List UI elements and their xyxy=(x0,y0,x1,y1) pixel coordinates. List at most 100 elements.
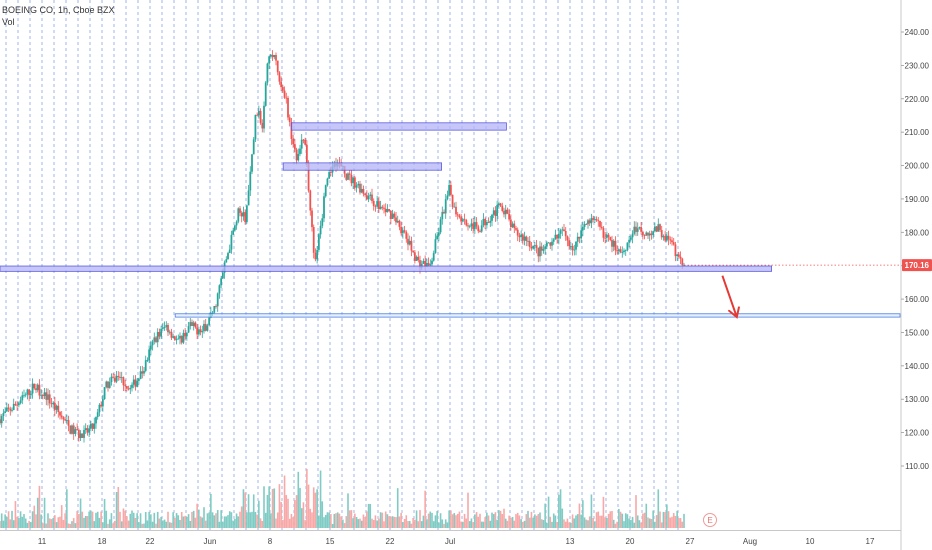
volume-bar xyxy=(578,503,581,528)
volume-bar xyxy=(155,523,157,528)
volume-bar xyxy=(60,505,63,528)
volume-bar xyxy=(592,517,594,528)
candle-body xyxy=(367,196,370,200)
volume-bar xyxy=(18,518,20,528)
candle-body xyxy=(302,139,305,141)
arrow-head-icon[interactable] xyxy=(728,306,740,319)
price-axis[interactable]: 110.00 120.00 130.00 140.00 150.00 160.00 170.… xyxy=(900,0,932,550)
volume-bar xyxy=(626,514,629,528)
zone-box[interactable] xyxy=(282,162,443,171)
zones[interactable] xyxy=(0,122,901,318)
candle-body xyxy=(144,360,147,371)
candle-body xyxy=(443,211,445,214)
candle-body xyxy=(631,233,634,238)
time-tick-label: Aug xyxy=(743,537,757,546)
candle-body xyxy=(453,206,456,208)
arrow-shaft[interactable] xyxy=(721,275,738,318)
candle-body xyxy=(218,285,221,294)
volume-bar xyxy=(237,516,240,528)
volume-bar xyxy=(21,516,24,528)
candle-body xyxy=(261,123,264,129)
volume-bar xyxy=(417,521,420,528)
candle-body xyxy=(511,223,514,228)
candle-body xyxy=(672,242,675,245)
candle-body xyxy=(297,153,300,161)
candle-body xyxy=(434,239,437,254)
candle-body xyxy=(177,338,180,340)
zone-line[interactable] xyxy=(174,313,901,318)
candle-body xyxy=(552,239,555,242)
candle-body xyxy=(328,172,331,179)
volume-bar xyxy=(587,520,589,528)
time-tick-label: 10 xyxy=(806,537,815,546)
volume-bar xyxy=(571,514,574,528)
forecast-arrow[interactable] xyxy=(721,275,740,319)
volume-bar xyxy=(354,513,356,528)
candle-body xyxy=(388,209,391,211)
candle-body xyxy=(669,239,672,241)
price-tick-label: 110.00 xyxy=(905,462,929,471)
volume-bar xyxy=(655,515,658,528)
earnings-marker[interactable]: E xyxy=(703,513,717,527)
volume-bar xyxy=(266,494,269,528)
candle-body xyxy=(196,327,199,335)
volume-bar xyxy=(650,519,653,528)
volume-bar xyxy=(316,489,318,528)
candle-body xyxy=(194,322,197,328)
candle-body xyxy=(480,225,483,232)
volume-title[interactable]: Vol xyxy=(2,17,15,27)
candle-body xyxy=(185,332,188,337)
candle-body xyxy=(458,215,461,218)
candle-body xyxy=(77,429,80,439)
time-axis[interactable]: 11 18 22 Jun 8 15 22 Jul 13 20 27 Aug 10 17 xyxy=(0,530,901,547)
volume-bar xyxy=(309,508,312,528)
volume-bar xyxy=(194,517,197,528)
volume-bar xyxy=(583,517,586,528)
candle-body xyxy=(47,394,49,400)
volume-bar xyxy=(88,511,90,528)
candle-body xyxy=(57,405,60,412)
volume-bar xyxy=(36,497,39,528)
volume-bar xyxy=(57,517,60,528)
price-tick-label: 240.00 xyxy=(905,28,930,37)
volume-bar xyxy=(462,521,464,528)
volume-bar xyxy=(192,510,195,528)
candle-body xyxy=(305,144,308,163)
candle-body xyxy=(583,224,586,227)
volume-bar xyxy=(182,516,185,528)
volume-bar xyxy=(503,508,505,528)
candle-body xyxy=(523,236,526,241)
candle-body xyxy=(96,412,99,418)
zone-box[interactable] xyxy=(0,265,772,272)
volume-bar xyxy=(23,514,25,528)
candle-body xyxy=(359,183,361,193)
candle-body xyxy=(103,387,106,400)
candle-body xyxy=(677,254,680,257)
candle-body xyxy=(304,139,307,145)
volume-bar xyxy=(220,510,222,528)
candle-body xyxy=(485,221,488,226)
candle-body xyxy=(244,212,247,223)
candle-body xyxy=(379,206,382,210)
symbol-title[interactable]: BOEING CO, 1h, Cboe BZX xyxy=(2,5,115,15)
earnings-circle-icon[interactable] xyxy=(703,513,717,527)
volume-bar xyxy=(258,500,260,528)
volume-bar xyxy=(359,518,361,528)
volume-bar xyxy=(564,521,567,528)
candle-body xyxy=(204,323,207,331)
candle-body xyxy=(364,193,367,196)
candle-body xyxy=(275,54,277,61)
candle-body xyxy=(71,425,73,434)
candle-body xyxy=(513,223,516,229)
candle-body xyxy=(408,240,411,245)
zone-box[interactable] xyxy=(291,122,507,131)
candle-body xyxy=(491,214,493,221)
candle-body xyxy=(230,234,233,250)
price-tag[interactable] xyxy=(902,259,932,272)
volume-bar xyxy=(568,522,570,528)
volume-bar xyxy=(657,489,660,528)
price-tick-label: 220.00 xyxy=(905,95,930,104)
volume-bar xyxy=(105,510,108,528)
candle-body xyxy=(0,419,1,424)
